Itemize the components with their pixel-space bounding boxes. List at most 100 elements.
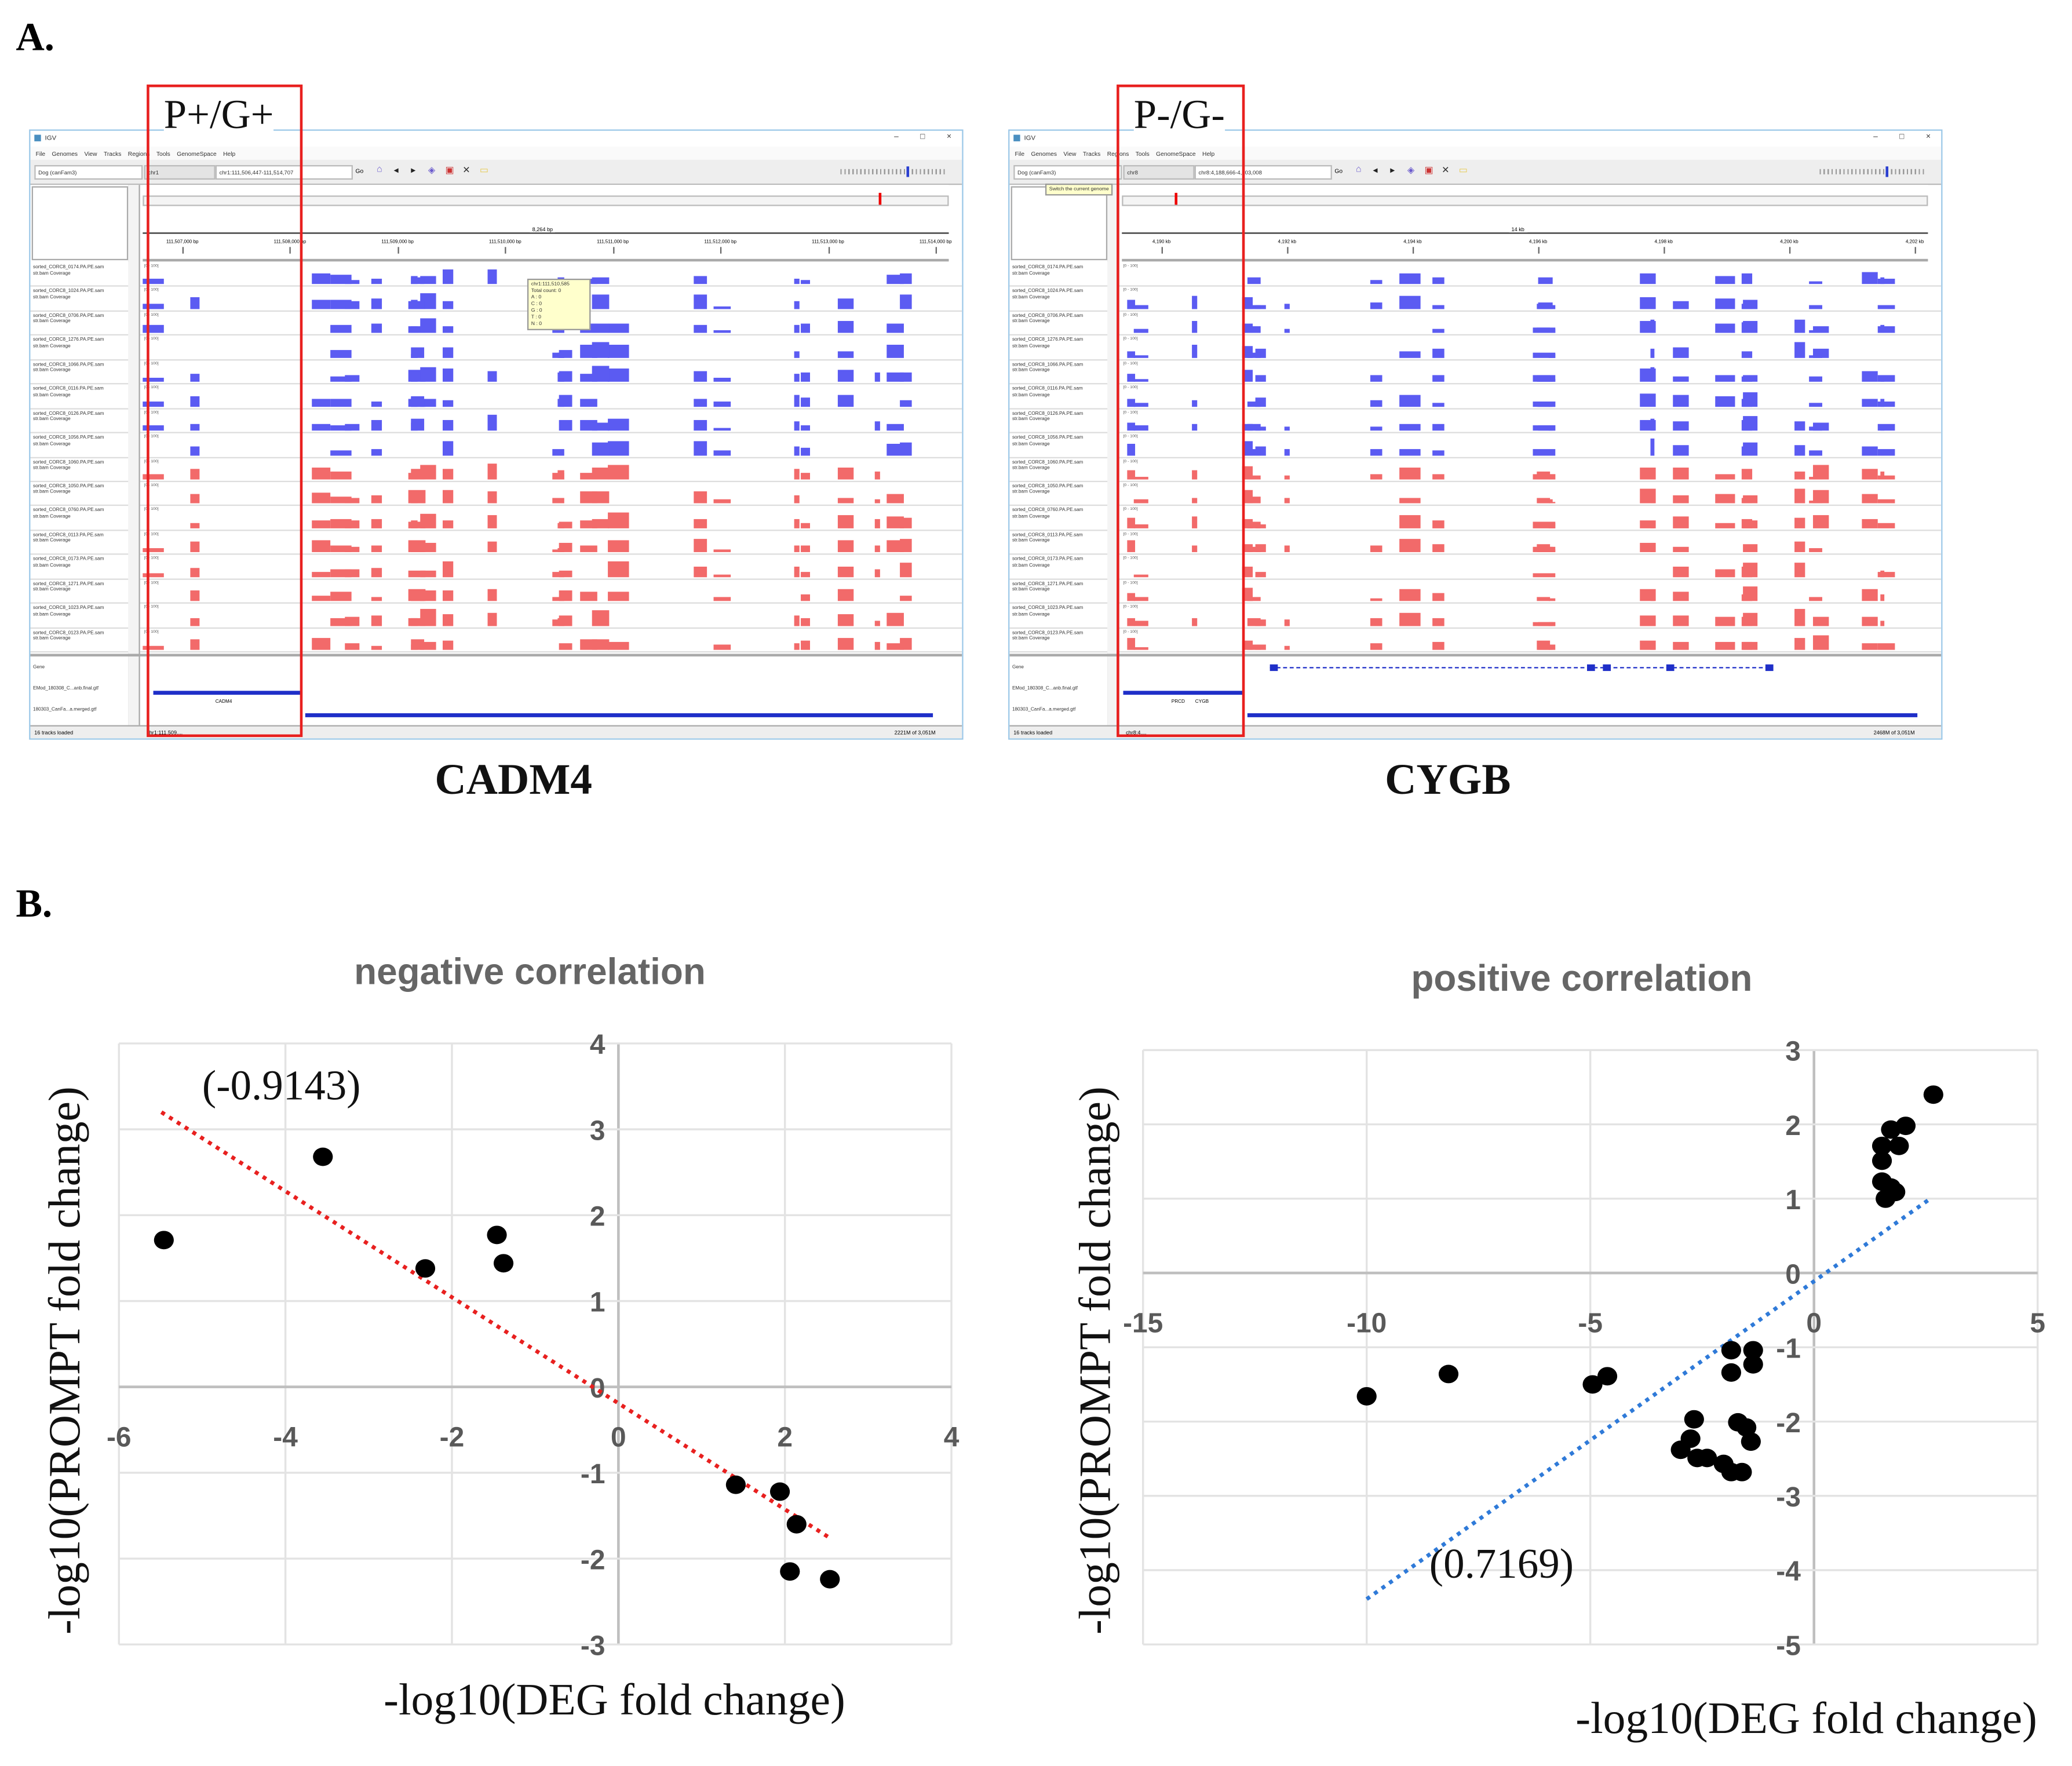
back-icon[interactable]: ◂ (1373, 166, 1378, 176)
track-name[interactable]: sorted_CORC8_1024.PA.PE.sam str.bam Cover… (1012, 289, 1083, 301)
track-name[interactable]: sorted_CORC8_0116.PA.PE.sam str.bam Cover… (33, 386, 104, 398)
chromosome-dropdown[interactable]: chr1 (144, 165, 216, 180)
track-name[interactable]: sorted_CORC8_0706.PA.PE.sam str.bam Cover… (1012, 313, 1083, 325)
track-row[interactable]: sorted_CORC8_0116.PA.PE.sam str.bam Cover… (1009, 384, 1942, 409)
track-row[interactable]: sorted_CORC8_0706.PA.PE.sam str.bam Cover… (1009, 310, 1942, 336)
track-name[interactable]: sorted_CORC8_0116.PA.PE.sam str.bam Cover… (1012, 386, 1083, 398)
track-row[interactable]: sorted_CORC8_0173.PA.PE.sam str.bam Cover… (30, 554, 962, 580)
menu-view[interactable]: View (84, 149, 97, 157)
track-name[interactable]: sorted_CORC8_0173.PA.PE.sam str.bam Cover… (1012, 556, 1083, 568)
zoom-slider-thumb[interactable] (906, 166, 910, 177)
track-name[interactable]: sorted_CORC8_1056.PA.PE.sam str.bam Cover… (1012, 435, 1083, 447)
zoom-slider-thumb[interactable] (1885, 166, 1888, 177)
track-name[interactable]: sorted_CORC8_0760.PA.PE.sam str.bam Cover… (1012, 508, 1083, 520)
track-row[interactable]: sorted_CORC8_0113.PA.PE.sam str.bam Cover… (1009, 530, 1942, 556)
gene-track-name[interactable]: Gene (1012, 664, 1024, 670)
minimize-button[interactable]: × (1925, 133, 1931, 141)
maximize-button[interactable]: □ (1899, 133, 1905, 141)
track-name[interactable]: sorted_CORC8_0174.PA.PE.sam str.bam Cover… (33, 264, 104, 276)
gene-track-name[interactable]: EMod_180308_C...anb.final.gtf (1012, 685, 1078, 691)
track-name[interactable]: sorted_CORC8_0174.PA.PE.sam str.bam Cover… (1012, 264, 1083, 276)
track-row[interactable]: sorted_CORC8_1023.PA.PE.sam str.bam Cover… (30, 603, 962, 629)
track-row[interactable]: sorted_CORC8_1056.PA.PE.sam str.bam Cover… (30, 432, 962, 458)
track-row[interactable]: sorted_CORC8_0760.PA.PE.sam str.bam Cover… (30, 505, 962, 531)
track-row[interactable]: sorted_CORC8_1066.PA.PE.sam str.bam Cover… (1009, 359, 1942, 385)
chromosome-dropdown[interactable]: chr8 (1123, 165, 1195, 180)
maximize-button[interactable]: □ (920, 133, 925, 141)
track-name[interactable]: sorted_CORC8_0760.PA.PE.sam str.bam Cover… (33, 508, 104, 520)
track-row[interactable]: sorted_CORC8_0760.PA.PE.sam str.bam Cover… (1009, 505, 1942, 531)
track-name[interactable]: sorted_CORC8_1060.PA.PE.sam str.bam Cover… (1012, 459, 1083, 471)
genome-dropdown[interactable]: Dog (canFam3) (1013, 165, 1122, 180)
menu-genomes[interactable]: Genomes (1031, 149, 1057, 157)
genome-dropdown[interactable]: Dog (canFam3) (34, 165, 143, 180)
go-button[interactable]: Go (1334, 167, 1343, 174)
zoom-slider[interactable] (840, 169, 946, 174)
track-name[interactable]: sorted_CORC8_1271.PA.PE.sam str.bam Cover… (1012, 581, 1083, 593)
gene-track-name[interactable]: 180303_CanFa...a.merged.gtf (1012, 706, 1076, 712)
menu-regions[interactable]: Regions (127, 149, 150, 157)
track-row[interactable]: sorted_CORC8_0174.PA.PE.sam str.bam Cover… (30, 261, 962, 287)
track-name[interactable]: sorted_CORC8_1050.PA.PE.sam str.bam Cover… (33, 483, 104, 495)
menu-help[interactable]: Help (1202, 149, 1215, 157)
clear-icon[interactable]: ✕ (462, 166, 470, 176)
home-icon[interactable]: ⌂ (376, 165, 382, 174)
track-row[interactable]: sorted_CORC8_1066.PA.PE.sam str.bam Cover… (30, 359, 962, 385)
track-row[interactable]: sorted_CORC8_1024.PA.PE.sam str.bam Cover… (1009, 286, 1942, 312)
menu-tracks[interactable]: Tracks (1082, 149, 1101, 157)
menu-view[interactable]: View (1063, 149, 1077, 157)
close-button[interactable]: – (894, 133, 899, 141)
roi-icon[interactable]: ▣ (445, 166, 454, 176)
track-row[interactable]: sorted_CORC8_1060.PA.PE.sam str.bam Cover… (30, 457, 962, 482)
gene-track-name[interactable]: Gene (33, 664, 45, 670)
refresh-icon[interactable]: ◈ (428, 166, 436, 176)
track-row[interactable]: sorted_CORC8_1271.PA.PE.sam str.bam Cover… (30, 578, 962, 604)
track-row[interactable]: sorted_CORC8_1056.PA.PE.sam str.bam Cover… (1009, 432, 1942, 458)
popup-icon[interactable]: ▭ (1458, 166, 1468, 176)
track-row[interactable]: sorted_CORC8_1271.PA.PE.sam str.bam Cover… (1009, 578, 1942, 604)
home-icon[interactable]: ⌂ (1355, 165, 1362, 174)
menu-genomespace[interactable]: GenomeSpace (1156, 149, 1196, 157)
refresh-icon[interactable]: ◈ (1407, 166, 1415, 176)
forward-icon[interactable]: ▸ (1390, 166, 1395, 176)
track-row[interactable]: sorted_CORC8_0174.PA.PE.sam str.bam Cover… (1009, 261, 1942, 287)
track-row[interactable]: sorted_CORC8_1050.PA.PE.sam str.bam Cover… (30, 481, 962, 506)
track-name[interactable]: sorted_CORC8_1050.PA.PE.sam str.bam Cover… (1012, 483, 1083, 495)
track-name[interactable]: sorted_CORC8_0706.PA.PE.sam str.bam Cover… (33, 313, 104, 325)
track-name[interactable]: sorted_CORC8_0113.PA.PE.sam str.bam Cover… (33, 532, 104, 544)
track-name[interactable]: sorted_CORC8_0123.PA.PE.sam str.bam Cover… (33, 629, 104, 641)
close-button[interactable]: – (1873, 133, 1878, 141)
roi-icon[interactable]: ▣ (1424, 166, 1433, 176)
track-row[interactable]: sorted_CORC8_0173.PA.PE.sam str.bam Cover… (1009, 554, 1942, 580)
track-name[interactable]: sorted_CORC8_1023.PA.PE.sam str.bam Cover… (33, 605, 104, 617)
menu-genomes[interactable]: Genomes (52, 149, 78, 157)
track-name[interactable]: sorted_CORC8_1024.PA.PE.sam str.bam Cover… (33, 289, 104, 301)
track-name[interactable]: sorted_CORC8_0113.PA.PE.sam str.bam Cover… (1012, 532, 1083, 544)
track-row[interactable]: sorted_CORC8_0123.PA.PE.sam str.bam Cover… (30, 627, 962, 653)
menu-tools[interactable]: Tools (156, 149, 170, 157)
locus-input[interactable]: chr8:4,188,666-4,203,008 (1194, 165, 1332, 180)
menu-genomespace[interactable]: GenomeSpace (177, 149, 217, 157)
track-name[interactable]: sorted_CORC8_1271.PA.PE.sam str.bam Cover… (33, 581, 104, 593)
track-name[interactable]: sorted_CORC8_0123.PA.PE.sam str.bam Cover… (1012, 629, 1083, 641)
track-row[interactable]: sorted_CORC8_0116.PA.PE.sam str.bam Cover… (30, 384, 962, 409)
menu-file[interactable]: File (1015, 149, 1025, 157)
menu-file[interactable]: File (35, 149, 46, 157)
back-icon[interactable]: ◂ (393, 166, 399, 176)
track-name[interactable]: sorted_CORC8_1060.PA.PE.sam str.bam Cover… (33, 459, 104, 471)
zoom-slider[interactable] (1819, 169, 1925, 174)
gene-track-name[interactable]: EMod_180308_C...anb.final.gtf (33, 685, 99, 691)
track-name[interactable]: sorted_CORC8_0126.PA.PE.sam str.bam Cover… (33, 410, 104, 422)
track-name[interactable]: sorted_CORC8_1066.PA.PE.sam str.bam Cover… (1012, 362, 1083, 374)
locus-input[interactable]: chr1:111,506,447-111,514,707 (215, 165, 353, 180)
menu-tools[interactable]: Tools (1135, 149, 1150, 157)
track-row[interactable]: sorted_CORC8_0126.PA.PE.sam str.bam Cover… (30, 408, 962, 433)
popup-icon[interactable]: ▭ (479, 166, 488, 176)
track-row[interactable]: sorted_CORC8_0706.PA.PE.sam str.bam Cover… (30, 310, 962, 336)
track-name[interactable]: sorted_CORC8_1066.PA.PE.sam str.bam Cover… (33, 362, 104, 374)
track-name[interactable]: sorted_CORC8_1276.PA.PE.sam str.bam Cover… (33, 337, 104, 349)
clear-icon[interactable]: ✕ (1442, 166, 1450, 176)
track-row[interactable]: sorted_CORC8_1276.PA.PE.sam str.bam Cover… (30, 334, 962, 360)
track-row[interactable]: sorted_CORC8_1276.PA.PE.sam str.bam Cover… (1009, 334, 1942, 360)
go-button[interactable]: Go (355, 167, 364, 174)
